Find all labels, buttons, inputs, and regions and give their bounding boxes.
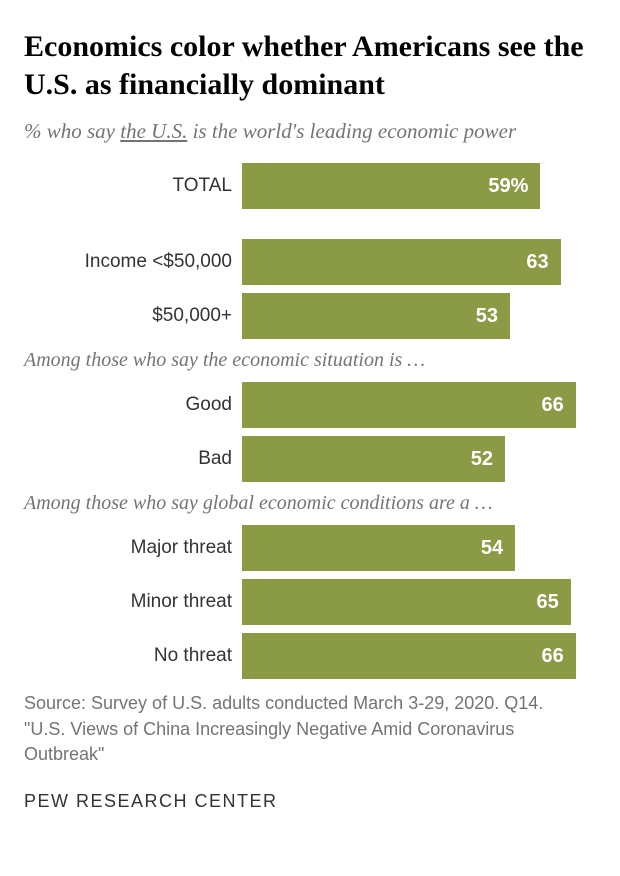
bar: 53 [242, 293, 510, 339]
bar-row: No threat 66 [24, 633, 596, 679]
bar-label: Good [24, 394, 242, 416]
section-label-econ: Among those who say the economic situati… [24, 349, 596, 372]
bar-label: Income <$50,000 [24, 251, 242, 273]
bar: 54 [242, 525, 515, 571]
bar-value: 66 [542, 645, 564, 668]
bar-row-total: TOTAL 59% [24, 163, 596, 209]
bar: 65 [242, 579, 571, 625]
bar-label: No threat [24, 645, 242, 667]
bar-track: 53 [242, 293, 596, 339]
bar-value: 65 [536, 591, 558, 614]
bar-label: TOTAL [24, 175, 242, 197]
bar-row: Bad 52 [24, 436, 596, 482]
subtitle-suffix: is the world's leading economic power [187, 119, 516, 143]
source-line2: "U.S. Views of China Increasingly Negati… [24, 719, 514, 764]
bar-label: Bad [24, 448, 242, 470]
bar-track: 66 [242, 633, 596, 679]
bar: 66 [242, 382, 576, 428]
bar-row: $50,000+ 53 [24, 293, 596, 339]
chart-subtitle: % who say the U.S. is the world's leadin… [24, 117, 596, 145]
section-label-threat: Among those who say global economic cond… [24, 492, 596, 515]
bar-chart: TOTAL 59% Income <$50,000 63 $50,000+ 53… [24, 163, 596, 679]
bar-track: 65 [242, 579, 596, 625]
bar-track: 59% [242, 163, 596, 209]
bar-row: Good 66 [24, 382, 596, 428]
bar-value: 59% [488, 175, 528, 198]
bar: 66 [242, 633, 576, 679]
bar-label: Major threat [24, 537, 242, 559]
bar-row: Income <$50,000 63 [24, 239, 596, 285]
subtitle-underline: the U.S. [120, 119, 187, 143]
bar-value: 63 [526, 251, 548, 274]
footer-brand: PEW RESEARCH CENTER [24, 791, 596, 812]
subtitle-prefix: % who say [24, 119, 120, 143]
bar: 63 [242, 239, 561, 285]
bar-track: 52 [242, 436, 596, 482]
bar-row: Minor threat 65 [24, 579, 596, 625]
bar-value: 54 [481, 537, 503, 560]
bar-value: 53 [476, 305, 498, 328]
bar-label: Minor threat [24, 591, 242, 613]
bar-row: Major threat 54 [24, 525, 596, 571]
bar-track: 54 [242, 525, 596, 571]
bar-track: 66 [242, 382, 596, 428]
bar-value: 66 [542, 394, 564, 417]
bar-label: $50,000+ [24, 305, 242, 327]
spacer [24, 217, 596, 239]
bar-value: 52 [471, 448, 493, 471]
chart-title: Economics color whether Americans see th… [24, 28, 596, 103]
source-line1: Source: Survey of U.S. adults conducted … [24, 693, 543, 713]
bar: 59% [242, 163, 540, 209]
bar: 52 [242, 436, 505, 482]
source-text: Source: Survey of U.S. adults conducted … [24, 691, 596, 767]
bar-track: 63 [242, 239, 596, 285]
